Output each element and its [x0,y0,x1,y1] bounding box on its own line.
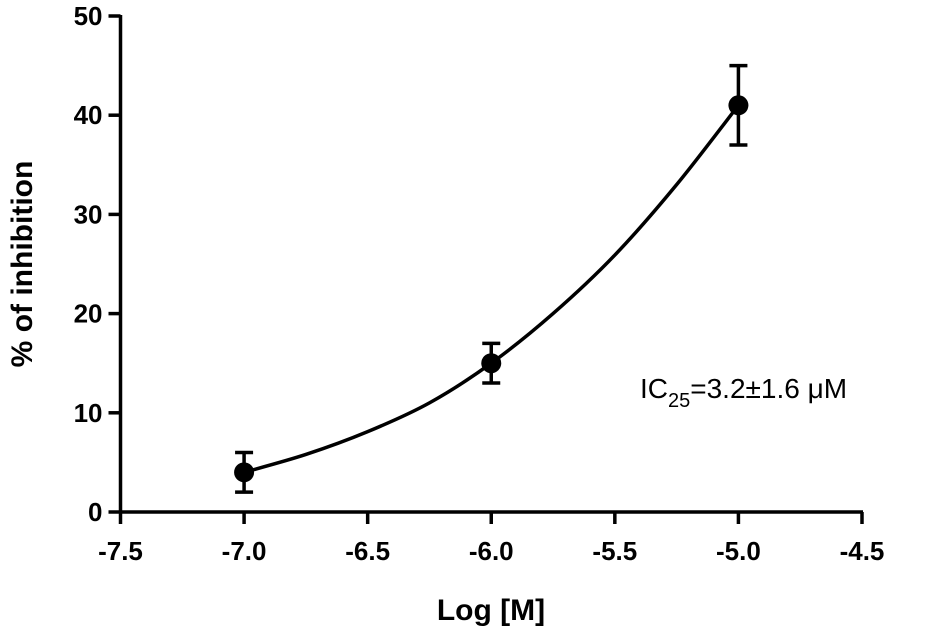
annotation-suffix: =3.2±1.6 μM [690,373,847,404]
x-tick-label: -7.5 [98,536,143,566]
x-axis-label: Log [M] [437,594,545,627]
y-tick-label: 40 [74,100,103,130]
y-tick-label: 0 [88,497,102,527]
y-tick-label: 30 [74,199,103,229]
y-tick-label: 20 [74,299,103,329]
x-tick-label: -7.0 [222,536,267,566]
annotation-subscript: 25 [668,390,690,412]
x-tick-label: -5.5 [592,536,637,566]
data-point [234,462,255,483]
y-tick-label: 10 [74,398,103,428]
x-tick-label: -4.5 [840,536,885,566]
annotation: IC25=3.2±1.6 μM [640,373,847,412]
annotation-text: IC [640,373,668,404]
y-axis-label: % of inhibition [6,161,39,368]
x-tick-label: -6.5 [345,536,390,566]
x-tick-label: -5.0 [716,536,761,566]
x-tick-label: -6.0 [469,536,514,566]
fit-curve [243,104,740,475]
data-point [481,353,502,374]
y-tick-label: 50 [74,1,103,31]
data-point [728,95,749,116]
